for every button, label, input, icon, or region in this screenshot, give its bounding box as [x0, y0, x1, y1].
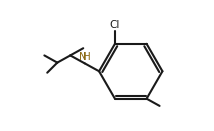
Text: Cl: Cl: [110, 20, 120, 30]
Text: N: N: [79, 52, 87, 62]
Text: H: H: [83, 52, 90, 62]
